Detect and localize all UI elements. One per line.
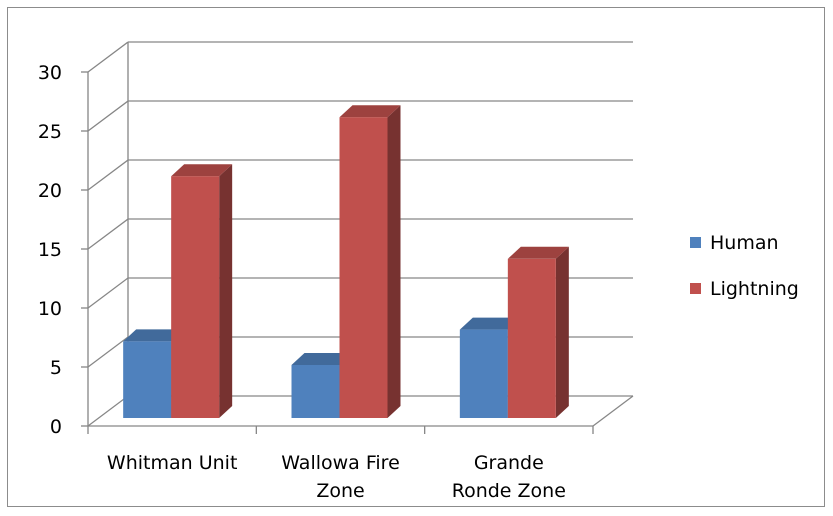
y-tick-label: 10 <box>38 298 62 320</box>
bar-front <box>123 341 172 418</box>
gridline-side <box>87 218 129 250</box>
bar-side <box>387 105 401 418</box>
bar-top <box>123 329 185 342</box>
y-tick-label: 20 <box>38 180 62 202</box>
bar-front <box>171 176 220 418</box>
bar-front <box>507 258 556 418</box>
y-tick-label: 5 <box>50 357 62 379</box>
gridline-side <box>87 277 129 309</box>
legend: Human Lightning <box>690 232 799 300</box>
bar-lightning-3 <box>507 246 569 418</box>
y-tick-label: 0 <box>50 416 62 438</box>
legend-label: Human <box>710 232 779 254</box>
bar-top <box>459 317 521 330</box>
bar-side <box>219 164 233 418</box>
bar-top <box>339 105 401 118</box>
bar-lightning-2 <box>339 105 401 418</box>
x-category-label: Grande Ronde Zone <box>452 452 566 502</box>
x-category-label: Wallowa Fire Zone <box>281 452 400 502</box>
gridline-side <box>87 395 129 427</box>
chart-frame <box>7 7 825 507</box>
axes: 0 5 10 15 20 25 30 Whitman Unit Wallowa Fire Zone… <box>38 62 594 502</box>
floor-edge <box>592 395 634 427</box>
gridline-side <box>87 159 129 191</box>
legend-swatch <box>690 283 701 294</box>
legend-label: Lightning <box>710 278 799 300</box>
legend-swatch <box>690 237 701 248</box>
bar-front <box>459 329 508 418</box>
legend-item-lightning: Lightning <box>690 278 799 300</box>
legend-item-human: Human <box>690 232 779 254</box>
bar-top <box>291 353 353 365</box>
bar-front <box>291 365 340 418</box>
y-tick-label: 25 <box>38 121 62 143</box>
gridline-side <box>87 336 129 368</box>
bars <box>123 105 569 418</box>
x-category-label: Whitman Unit <box>107 452 237 474</box>
gridline-side <box>87 100 129 132</box>
y-tick-label: 15 <box>38 239 62 261</box>
bar-lightning-1 <box>171 164 233 418</box>
y-tick-label: 30 <box>38 62 62 84</box>
gridline-side <box>87 41 129 73</box>
bar-front <box>339 117 388 418</box>
bar-top <box>507 246 569 259</box>
bar-top <box>171 164 233 177</box>
bar-side <box>555 246 569 418</box>
